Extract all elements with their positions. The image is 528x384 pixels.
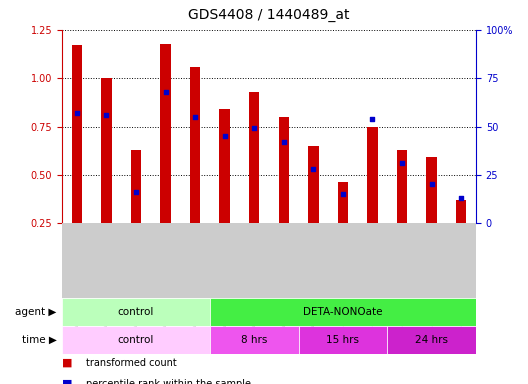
Text: control: control xyxy=(118,307,154,317)
Text: percentile rank within the sample: percentile rank within the sample xyxy=(86,379,251,384)
Bar xyxy=(210,326,298,354)
Text: agent ▶: agent ▶ xyxy=(15,307,56,317)
Text: GDS4408 / 1440489_at: GDS4408 / 1440489_at xyxy=(188,8,350,22)
Point xyxy=(279,139,288,145)
Bar xyxy=(338,182,348,223)
Bar xyxy=(387,326,476,354)
Bar xyxy=(72,45,82,223)
Bar xyxy=(249,92,259,223)
Bar xyxy=(210,298,476,326)
Bar xyxy=(397,150,407,223)
Point xyxy=(72,110,81,116)
Bar xyxy=(220,109,230,223)
Bar xyxy=(62,326,210,354)
Text: transformed count: transformed count xyxy=(86,358,176,368)
Point xyxy=(102,112,110,118)
Point xyxy=(161,89,169,95)
Text: DETA-NONOate: DETA-NONOate xyxy=(303,307,383,317)
Bar xyxy=(279,117,289,223)
Bar xyxy=(298,326,387,354)
Text: ■: ■ xyxy=(62,358,72,368)
Point xyxy=(220,133,229,139)
Point xyxy=(309,166,317,172)
Point xyxy=(428,181,436,187)
Bar xyxy=(62,298,210,326)
Point xyxy=(368,116,376,122)
Text: time ▶: time ▶ xyxy=(22,335,56,345)
Point xyxy=(398,160,406,166)
Point xyxy=(191,114,199,120)
Bar xyxy=(427,157,437,223)
Text: 8 hrs: 8 hrs xyxy=(241,335,267,345)
Bar xyxy=(456,200,466,223)
Text: control: control xyxy=(118,335,154,345)
Bar xyxy=(190,67,200,223)
Bar xyxy=(101,78,111,223)
Point xyxy=(457,195,466,201)
Point xyxy=(131,189,140,195)
Bar xyxy=(367,126,378,223)
Point xyxy=(338,191,347,197)
Bar xyxy=(308,146,318,223)
Bar xyxy=(161,43,171,223)
Text: 24 hrs: 24 hrs xyxy=(415,335,448,345)
Bar xyxy=(131,150,141,223)
Point xyxy=(250,125,258,131)
Text: 15 hrs: 15 hrs xyxy=(326,335,360,345)
Text: ■: ■ xyxy=(62,379,72,384)
